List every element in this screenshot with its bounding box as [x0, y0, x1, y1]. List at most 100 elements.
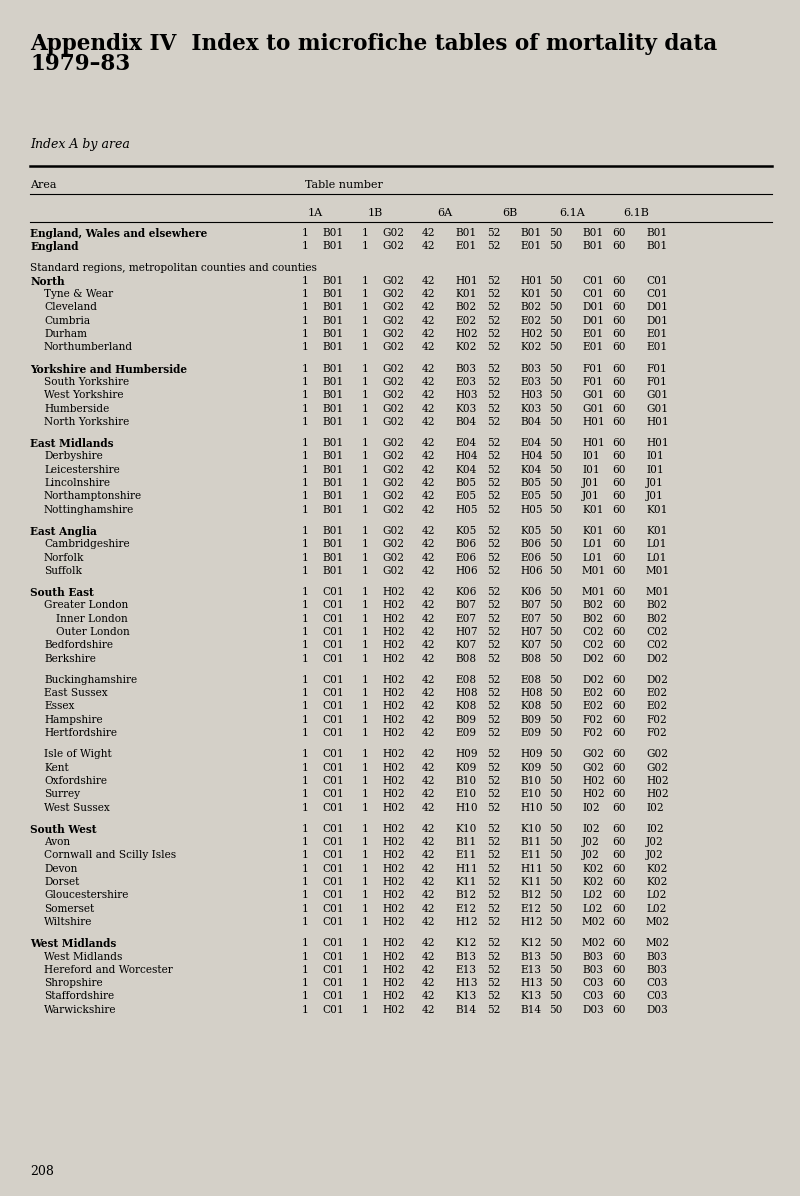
Text: 60: 60 — [613, 492, 626, 501]
Text: J01: J01 — [582, 478, 600, 488]
Text: 52: 52 — [486, 763, 500, 773]
Text: C01: C01 — [322, 763, 344, 773]
Text: 208: 208 — [30, 1165, 54, 1178]
Text: C01: C01 — [322, 965, 344, 975]
Text: West Yorkshire: West Yorkshire — [44, 390, 123, 401]
Text: H02: H02 — [382, 850, 405, 860]
Text: E12: E12 — [520, 904, 541, 914]
Text: 1: 1 — [302, 850, 308, 860]
Text: Nottinghamshire: Nottinghamshire — [44, 505, 134, 514]
Text: 60: 60 — [613, 850, 626, 860]
Text: L02: L02 — [582, 904, 602, 914]
Text: G02: G02 — [646, 750, 668, 759]
Text: H02: H02 — [382, 877, 405, 887]
Text: 50: 50 — [549, 763, 562, 773]
Text: 60: 60 — [613, 877, 626, 887]
Text: K02: K02 — [646, 877, 667, 887]
Text: C02: C02 — [582, 627, 604, 637]
Text: B01: B01 — [322, 417, 343, 427]
Text: 1: 1 — [362, 614, 368, 623]
Text: F02: F02 — [646, 715, 666, 725]
Text: 42: 42 — [422, 465, 435, 475]
Text: B05: B05 — [520, 478, 541, 488]
Text: 1: 1 — [302, 763, 308, 773]
Text: E13: E13 — [455, 965, 476, 975]
Text: C01: C01 — [322, 789, 344, 799]
Text: C01: C01 — [322, 890, 344, 901]
Text: Index A by area: Index A by area — [30, 138, 130, 151]
Text: K02: K02 — [646, 864, 667, 874]
Text: Avon: Avon — [44, 837, 70, 847]
Text: 1: 1 — [362, 702, 368, 712]
Text: 1: 1 — [362, 539, 368, 549]
Text: H02: H02 — [382, 789, 405, 799]
Text: Isle of Wight: Isle of Wight — [44, 750, 112, 759]
Text: G02: G02 — [582, 763, 604, 773]
Text: 1: 1 — [302, 640, 308, 651]
Text: B01: B01 — [322, 242, 343, 251]
Text: 52: 52 — [486, 303, 500, 312]
Text: B02: B02 — [455, 303, 476, 312]
Text: 60: 60 — [613, 451, 626, 462]
Text: 1: 1 — [302, 938, 308, 948]
Text: M02: M02 — [582, 938, 606, 948]
Text: 52: 52 — [486, 451, 500, 462]
Text: E12: E12 — [455, 904, 476, 914]
Text: 52: 52 — [486, 952, 500, 962]
Text: K02: K02 — [520, 342, 542, 353]
Text: 52: 52 — [486, 539, 500, 549]
Text: 1: 1 — [302, 837, 308, 847]
Text: 1: 1 — [362, 403, 368, 414]
Text: 52: 52 — [486, 688, 500, 698]
Text: E04: E04 — [520, 438, 541, 448]
Text: 42: 42 — [422, 276, 435, 286]
Text: 60: 60 — [613, 803, 626, 812]
Text: 1: 1 — [302, 539, 308, 549]
Text: 60: 60 — [613, 750, 626, 759]
Text: G02: G02 — [382, 539, 404, 549]
Text: C01: C01 — [582, 276, 604, 286]
Text: K03: K03 — [455, 403, 476, 414]
Text: E08: E08 — [520, 675, 541, 685]
Text: 50: 50 — [549, 789, 562, 799]
Text: C01: C01 — [322, 978, 344, 988]
Text: 1: 1 — [302, 553, 308, 562]
Text: 1: 1 — [362, 505, 368, 514]
Text: 1: 1 — [362, 627, 368, 637]
Text: H02: H02 — [382, 675, 405, 685]
Text: B01: B01 — [322, 566, 343, 575]
Text: 1: 1 — [362, 864, 368, 874]
Text: 1: 1 — [362, 465, 368, 475]
Text: 50: 50 — [549, 417, 562, 427]
Text: B01: B01 — [646, 242, 667, 251]
Text: E02: E02 — [520, 316, 541, 325]
Text: K09: K09 — [455, 763, 476, 773]
Text: H02: H02 — [382, 587, 405, 597]
Text: 50: 50 — [549, 688, 562, 698]
Text: Berkshire: Berkshire — [44, 653, 96, 664]
Text: 42: 42 — [422, 478, 435, 488]
Text: H02: H02 — [382, 776, 405, 786]
Text: West Midlands: West Midlands — [30, 938, 116, 950]
Text: 42: 42 — [422, 789, 435, 799]
Text: 1: 1 — [362, 640, 368, 651]
Text: 1: 1 — [362, 228, 368, 238]
Text: M02: M02 — [582, 917, 606, 927]
Text: H01: H01 — [582, 417, 605, 427]
Text: 52: 52 — [486, 728, 500, 738]
Text: 1: 1 — [302, 600, 308, 610]
Text: 52: 52 — [486, 904, 500, 914]
Text: 1: 1 — [362, 890, 368, 901]
Text: 52: 52 — [486, 864, 500, 874]
Text: 1: 1 — [362, 904, 368, 914]
Text: 42: 42 — [422, 566, 435, 575]
Text: E03: E03 — [455, 377, 476, 388]
Text: 1: 1 — [302, 715, 308, 725]
Text: H02: H02 — [382, 824, 405, 834]
Text: Outer London: Outer London — [56, 627, 130, 637]
Text: H02: H02 — [382, 837, 405, 847]
Text: Cumbria: Cumbria — [44, 316, 90, 325]
Text: G02: G02 — [382, 492, 404, 501]
Text: B14: B14 — [455, 1005, 476, 1014]
Text: H07: H07 — [520, 627, 542, 637]
